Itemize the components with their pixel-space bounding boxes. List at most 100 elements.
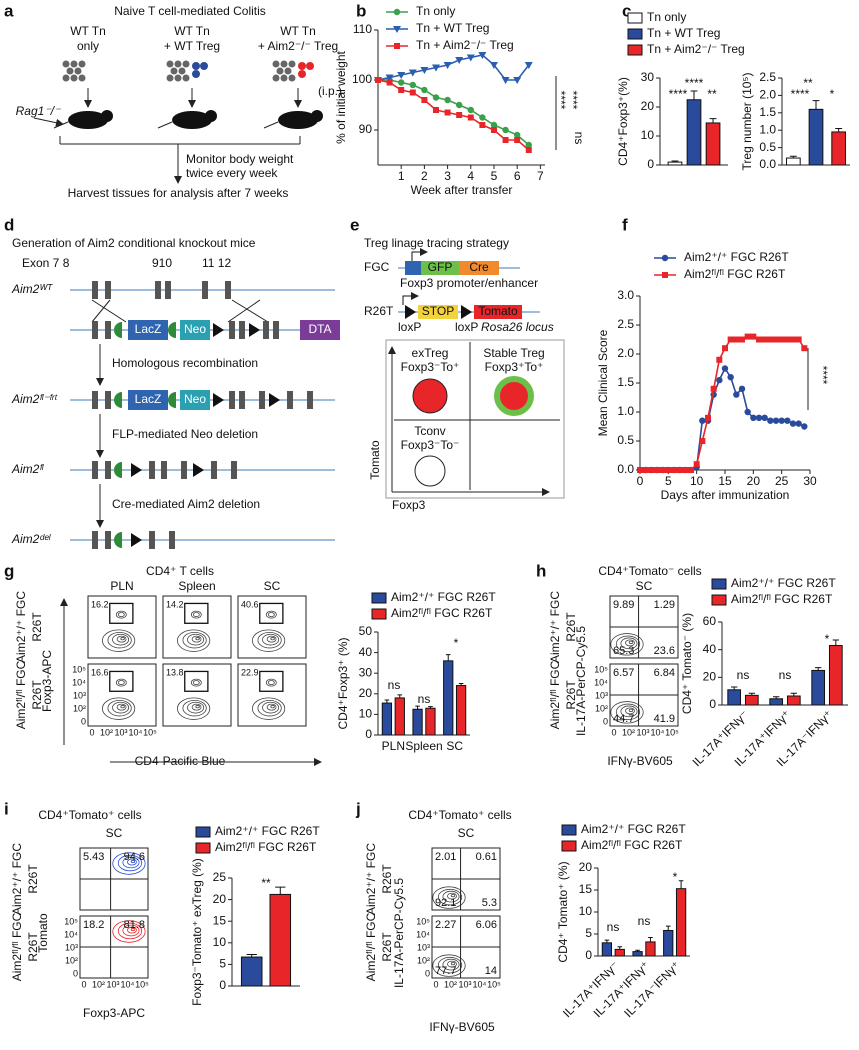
significance: ns <box>572 132 586 145</box>
exon <box>259 391 265 409</box>
bar <box>645 941 656 957</box>
loxp-site <box>213 323 224 337</box>
marker <box>513 131 521 139</box>
row-label: R26T <box>380 932 394 962</box>
error-bar <box>709 118 717 123</box>
y-axis-label: Mean Clinical Score <box>596 329 610 436</box>
part-label: Tomato <box>478 304 518 318</box>
y-tick-label: 1.5 <box>759 105 776 119</box>
quadrant-value: 81.8 <box>124 919 145 931</box>
bar <box>727 689 742 706</box>
bar <box>785 157 801 166</box>
significance: **** <box>566 91 580 110</box>
exon <box>307 391 313 409</box>
marker <box>744 333 751 340</box>
contour <box>112 920 146 943</box>
contour <box>191 635 202 643</box>
contour <box>625 707 635 715</box>
marker <box>784 336 791 343</box>
marker <box>699 438 706 444</box>
loxp-site <box>213 393 224 407</box>
y-tick-label: 1.0 <box>759 122 776 136</box>
significance: ns <box>418 692 431 706</box>
x-tick-label: 0 <box>89 727 94 737</box>
y-tick-label: 10⁵ <box>416 916 430 926</box>
x-tick-label: 5 <box>491 169 498 183</box>
contour <box>117 854 143 872</box>
exon <box>231 461 237 479</box>
y-tick-label: 10⁴ <box>416 929 430 939</box>
exon <box>225 281 231 299</box>
legend-label: Tn + WT Treg <box>416 21 489 35</box>
y-tick-label: 40 <box>359 645 373 659</box>
group-label: + Aim2⁻/⁻ Treg <box>258 39 338 53</box>
row-label: Aim2ᶠˡ/ᶠˡ FGC <box>364 912 378 981</box>
y-axis-label: CD4⁺Foxp3⁺ (%) <box>336 637 350 729</box>
marker <box>386 79 393 86</box>
marker <box>397 72 406 79</box>
gate-value: 13.8 <box>166 667 184 677</box>
gate <box>259 670 284 692</box>
x-tick-label: 10⁵ <box>487 979 501 989</box>
y-tick-label: 20 <box>359 686 373 700</box>
exon-label: 910 <box>152 256 172 270</box>
y-tick-label: 20 <box>641 99 655 113</box>
y-tick-label: 110 <box>353 22 372 36</box>
cell-icon <box>66 67 74 75</box>
legend-swatch <box>195 842 211 854</box>
marker <box>490 121 498 129</box>
error-bar <box>604 939 610 943</box>
promoter <box>405 261 421 275</box>
marker <box>431 64 440 72</box>
contour <box>265 610 277 619</box>
group-label: WT Tn <box>70 24 106 38</box>
y-tick-label: 0 <box>603 716 608 726</box>
marker <box>398 87 405 93</box>
significance: * <box>825 632 830 646</box>
construct-label: R26T <box>364 304 394 318</box>
mouse-tail <box>263 121 279 129</box>
mouse-icon <box>172 111 212 129</box>
axis-label: Foxp3-APC <box>40 650 54 712</box>
x-tick-label: 7 <box>537 169 544 183</box>
marker <box>432 94 440 101</box>
x-tick-label: PLN <box>382 739 405 753</box>
cassette-label: Neo <box>184 392 206 406</box>
error-bar <box>815 667 822 671</box>
quadrant-label: Stable Treg <box>483 346 544 360</box>
cassette-label: DTA <box>308 322 331 336</box>
contour <box>187 633 205 646</box>
y-tick-label: 40 <box>703 642 717 656</box>
bar <box>412 708 423 736</box>
error-bar <box>635 949 640 952</box>
y-tick-label: 0 <box>219 978 226 992</box>
marker <box>421 86 428 94</box>
significance: * <box>830 87 835 101</box>
exon <box>105 531 111 549</box>
x-tick-label: Spleen <box>405 739 442 753</box>
significance: **** <box>816 366 830 385</box>
marker <box>688 467 694 473</box>
allele-label: Aim2ᶠˡ⁻ᶠʳᵗ <box>11 392 57 406</box>
y-tick-label: 0.5 <box>759 140 776 154</box>
loxp-site <box>131 533 142 547</box>
contour <box>192 612 200 618</box>
line <box>227 299 261 323</box>
error-bar <box>428 706 433 709</box>
marker <box>733 391 740 398</box>
legend-swatch <box>627 28 643 40</box>
quadrant-value: 9.89 <box>613 599 634 611</box>
quadrant-value: 44.7 <box>613 713 634 725</box>
marker <box>467 106 474 114</box>
panel-label: j <box>355 799 361 818</box>
x-tick-label: 10⁴ <box>129 727 143 737</box>
cell-icon <box>288 60 296 68</box>
marker <box>456 112 463 118</box>
legend-swatch <box>561 824 577 836</box>
error-bar <box>415 705 420 710</box>
y-tick-label: 10⁴ <box>64 929 78 939</box>
x-tick-label: 0 <box>637 474 644 488</box>
x-tick-label: 10³ <box>636 727 649 737</box>
exon <box>155 281 161 299</box>
contour <box>265 678 277 687</box>
